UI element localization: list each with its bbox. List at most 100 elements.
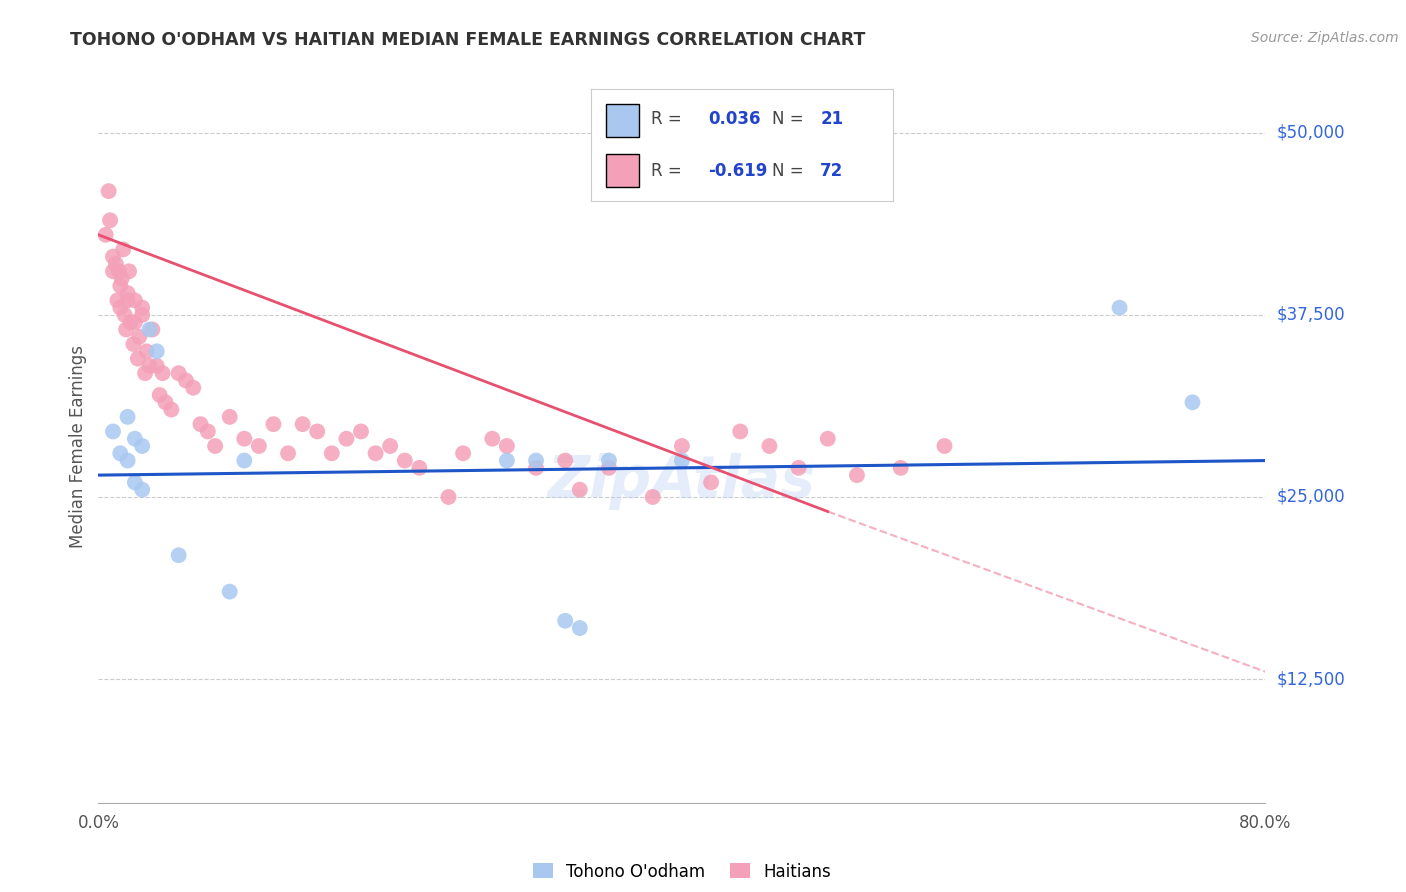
Point <box>197 425 219 439</box>
Text: $50,000: $50,000 <box>1277 124 1346 142</box>
Point <box>817 432 839 446</box>
Point <box>845 468 868 483</box>
Text: -0.619: -0.619 <box>709 161 768 179</box>
Point <box>335 432 357 446</box>
Legend: Tohono O'odham, Haitians: Tohono O'odham, Haitians <box>526 856 838 888</box>
Point <box>124 432 146 446</box>
Text: $12,500: $12,500 <box>1277 670 1346 688</box>
Point <box>451 446 474 460</box>
Point <box>101 250 124 264</box>
Point <box>437 490 460 504</box>
Point <box>124 293 146 308</box>
Point <box>495 439 517 453</box>
Point <box>141 322 163 336</box>
Point <box>598 453 620 467</box>
Point <box>134 366 156 380</box>
Point <box>101 264 124 278</box>
Point <box>167 366 190 380</box>
Point <box>104 257 127 271</box>
Point <box>190 417 212 432</box>
Point <box>218 409 240 424</box>
Point <box>127 351 149 366</box>
Point <box>568 621 591 635</box>
Point <box>233 432 256 446</box>
Point <box>728 425 751 439</box>
Point <box>233 453 256 467</box>
Point <box>364 446 387 460</box>
Point <box>152 366 174 380</box>
Point <box>117 409 139 424</box>
Point <box>554 453 576 467</box>
Point <box>568 483 591 497</box>
Point <box>138 359 160 373</box>
Text: TOHONO O'ODHAM VS HAITIAN MEDIAN FEMALE EARNINGS CORRELATION CHART: TOHONO O'ODHAM VS HAITIAN MEDIAN FEMALE … <box>70 31 866 49</box>
Point <box>105 293 128 308</box>
Point <box>115 322 138 336</box>
Point <box>321 446 343 460</box>
Point <box>112 243 135 257</box>
Point <box>94 227 117 242</box>
Point <box>1108 301 1130 315</box>
Point <box>135 344 157 359</box>
Point <box>110 301 132 315</box>
Point <box>671 439 693 453</box>
Point <box>120 315 142 329</box>
Point <box>174 374 197 388</box>
Point <box>131 483 153 497</box>
Point <box>247 439 270 453</box>
Point <box>117 286 139 301</box>
Point <box>110 278 132 293</box>
Text: ZipAtlas: ZipAtlas <box>548 453 815 510</box>
Text: $37,500: $37,500 <box>1277 306 1346 324</box>
Point <box>524 460 547 475</box>
Point <box>394 453 416 467</box>
Point <box>277 446 299 460</box>
Point <box>495 453 517 467</box>
Point <box>408 460 430 475</box>
Point <box>218 584 240 599</box>
Point <box>131 439 153 453</box>
Point <box>307 425 329 439</box>
Point <box>111 271 134 285</box>
Point <box>160 402 183 417</box>
Text: R =: R = <box>651 161 682 179</box>
Point <box>118 264 141 278</box>
Point <box>262 417 284 432</box>
Point <box>291 417 314 432</box>
Point <box>758 439 780 453</box>
Point <box>524 453 547 467</box>
Text: 0.036: 0.036 <box>709 111 761 128</box>
Point <box>641 490 664 504</box>
Point <box>110 446 132 460</box>
Point <box>97 184 120 198</box>
Text: R =: R = <box>651 111 682 128</box>
Point <box>138 322 160 336</box>
Text: 21: 21 <box>820 111 844 128</box>
Point <box>117 293 139 308</box>
Point <box>124 315 146 329</box>
Point <box>350 425 373 439</box>
Point <box>204 439 226 453</box>
Point <box>181 381 204 395</box>
Text: Source: ZipAtlas.com: Source: ZipAtlas.com <box>1251 31 1399 45</box>
Point <box>700 475 723 490</box>
Point <box>131 308 153 322</box>
Point <box>598 460 620 475</box>
Point <box>146 344 169 359</box>
Text: N =: N = <box>772 111 803 128</box>
Point <box>101 425 124 439</box>
FancyBboxPatch shape <box>606 153 638 187</box>
Point <box>114 308 136 322</box>
Point <box>167 548 190 562</box>
Point <box>378 439 402 453</box>
Point <box>155 395 177 409</box>
Text: N =: N = <box>772 161 803 179</box>
Point <box>149 388 172 402</box>
Point <box>671 453 693 467</box>
Point <box>122 337 145 351</box>
Point <box>128 330 150 344</box>
FancyBboxPatch shape <box>606 103 638 137</box>
Point <box>131 301 153 315</box>
Point <box>934 439 956 453</box>
Point <box>554 614 576 628</box>
